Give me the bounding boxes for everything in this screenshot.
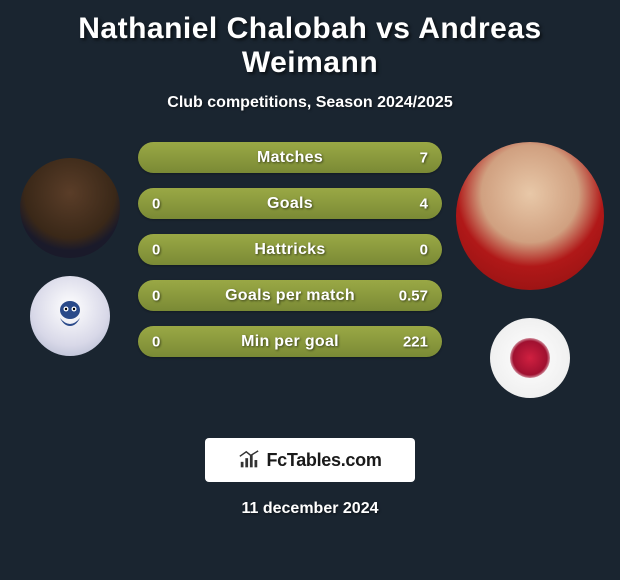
stat-label: Matches: [257, 149, 323, 167]
stat-left-value: 0: [152, 333, 160, 350]
stat-label: Goals: [267, 195, 313, 213]
stat-right-value: 0.57: [399, 287, 428, 304]
stat-right-value: 221: [403, 333, 428, 350]
stat-label: Goals per match: [225, 287, 355, 305]
date-label: 11 december 2024: [242, 500, 379, 518]
club-left-logo: [30, 276, 110, 356]
chart-icon: [238, 449, 260, 471]
stat-label: Min per goal: [241, 333, 339, 351]
stat-row-goals: 0 Goals 4: [138, 188, 442, 219]
stat-label: Hattricks: [254, 241, 325, 259]
stat-row-hattricks: 0 Hattricks 0: [138, 234, 442, 265]
stat-left-value: 0: [152, 287, 160, 304]
stat-row-matches: Matches 7: [138, 142, 442, 173]
owl-icon: [50, 296, 90, 336]
page-title: Nathaniel Chalobah vs Andreas Weimann: [10, 12, 610, 80]
comparison-card: Nathaniel Chalobah vs Andreas Weimann Cl…: [0, 0, 620, 580]
subtitle: Club competitions, Season 2024/2025: [167, 94, 452, 112]
comparison-area: Matches 7 0 Goals 4 0 Hattricks 0 0 Goal…: [10, 142, 610, 398]
player-right-photo: [456, 142, 604, 290]
stats-list: Matches 7 0 Goals 4 0 Hattricks 0 0 Goal…: [130, 142, 450, 357]
stat-right-value: 7: [420, 149, 428, 166]
branding-text: FcTables.com: [266, 450, 381, 471]
stat-left-value: 0: [152, 241, 160, 258]
stat-left-value: 0: [152, 195, 160, 212]
player-left-photo: [20, 158, 120, 258]
stat-row-goals-per-match: 0 Goals per match 0.57: [138, 280, 442, 311]
stat-right-value: 4: [420, 195, 428, 212]
stat-row-min-per-goal: 0 Min per goal 221: [138, 326, 442, 357]
player-right-column: [450, 142, 610, 398]
branding-box: FcTables.com: [205, 438, 415, 482]
stat-right-value: 0: [420, 241, 428, 258]
club-right-logo: [490, 318, 570, 398]
player-left-column: [10, 142, 130, 356]
